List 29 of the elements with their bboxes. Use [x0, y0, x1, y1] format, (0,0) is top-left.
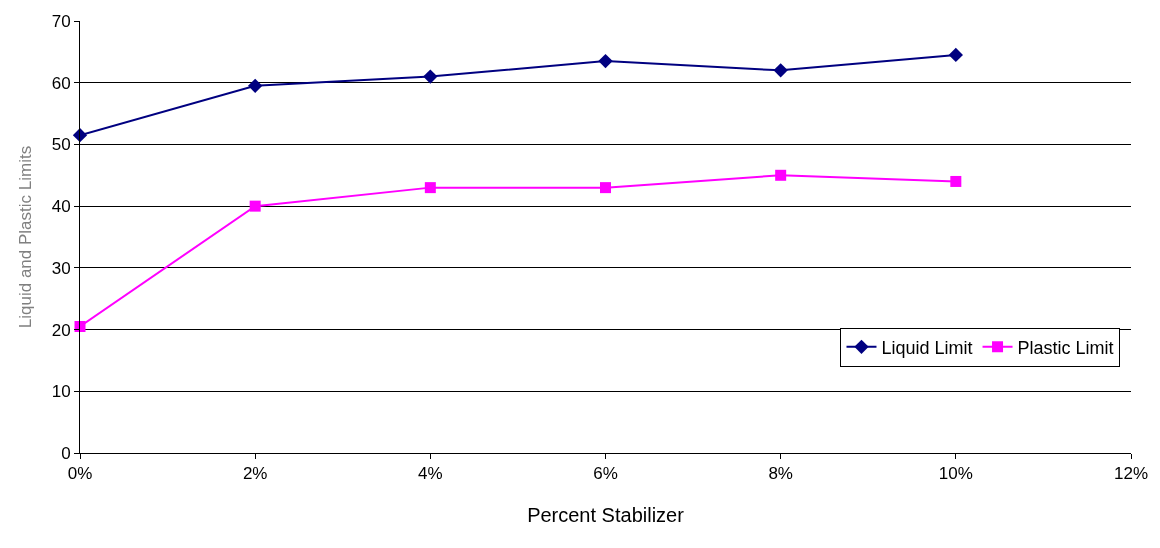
x-tick-label: 2% [242, 464, 268, 484]
y-tick-label: 0 [61, 443, 71, 463]
y-tick-label: 20 [51, 320, 71, 340]
point [249, 200, 261, 212]
x-tick-label: 0% [67, 464, 93, 484]
x-tick-label: 8% [768, 464, 793, 484]
point [423, 69, 438, 84]
y-axis-title: Liquid and Plastic Limits [16, 145, 36, 329]
x-tick-label: 10% [938, 464, 973, 484]
point [424, 182, 436, 194]
y-tick-label: 50 [51, 135, 71, 155]
x-tick-label: 6% [593, 464, 618, 484]
x-tick-label: 12% [1113, 464, 1149, 484]
x-axis-title: Percent Stabilizer [527, 503, 685, 526]
y-tick-label: 70 [51, 11, 71, 31]
y-tick-label: 30 [51, 258, 71, 278]
point [948, 47, 963, 63]
point [248, 78, 263, 93]
point [950, 175, 962, 187]
point [600, 182, 611, 194]
point [598, 53, 613, 69]
legend-label: Plastic Limit [1017, 337, 1114, 358]
y-tick-label: 40 [51, 197, 71, 217]
y-tick-label: 60 [51, 73, 71, 93]
x-tick-label: 4% [418, 464, 443, 484]
legend-label: Liquid Limit [881, 337, 973, 358]
point [773, 63, 788, 78]
point [775, 169, 787, 181]
y-tick-label: 10 [51, 382, 71, 402]
